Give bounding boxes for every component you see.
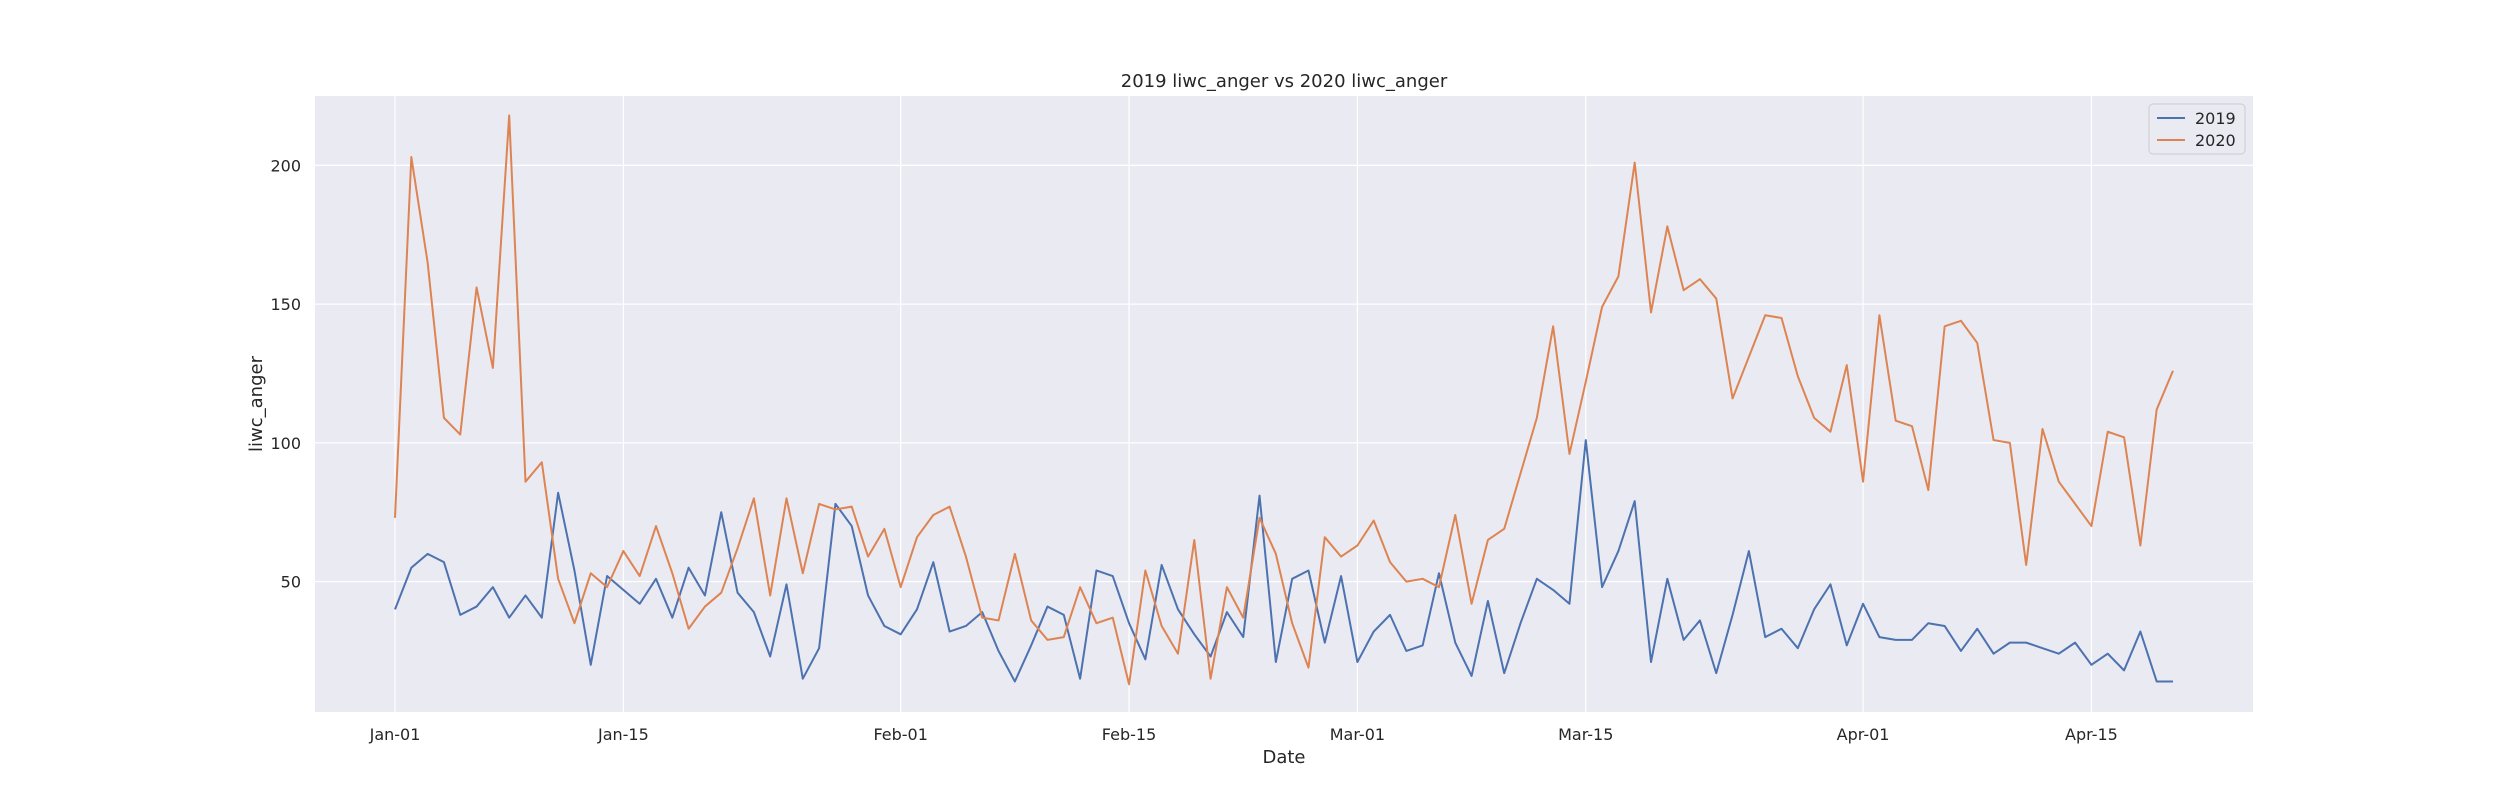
x-tick-label: Feb-01	[873, 725, 927, 744]
y-tick-label: 200	[270, 156, 301, 175]
x-tick-labels: Jan-01 Jan-15 Feb-01 Feb-15 Mar-01 Mar-15 Apr-…	[369, 725, 2118, 744]
y-tick-label: 50	[281, 573, 301, 592]
legend: 2019 2020	[2148, 103, 2246, 155]
plot-area	[315, 96, 2253, 712]
legend-box	[2148, 103, 2246, 155]
y-tick-labels: 50 100 150 200	[270, 156, 301, 591]
y-axis-label: liwc_anger	[246, 355, 267, 452]
x-tick-label: Apr-01	[1837, 725, 1890, 744]
series-line-2019	[394, 439, 2173, 683]
y-tick-label: 150	[270, 295, 301, 314]
x-axis-label: Date	[1262, 747, 1305, 768]
x-tick-label: Feb-15	[1102, 725, 1156, 744]
grid-lines	[315, 96, 2253, 712]
x-tick-label: Apr-15	[2065, 725, 2118, 744]
y-tick-label: 100	[270, 434, 301, 453]
x-tick-label: Jan-01	[369, 725, 421, 744]
series-lines	[394, 114, 2174, 686]
series-line-2020	[394, 114, 2174, 686]
x-tick-label: Jan-15	[597, 725, 649, 744]
legend-label: 2020	[2195, 131, 2236, 150]
chart-title: 2019 liwc_anger vs 2020 liwc_anger	[1121, 71, 1448, 92]
x-tick-label: Mar-15	[1558, 725, 1613, 744]
x-tick-label: Mar-01	[1330, 725, 1385, 744]
legend-label: 2019	[2195, 109, 2236, 128]
